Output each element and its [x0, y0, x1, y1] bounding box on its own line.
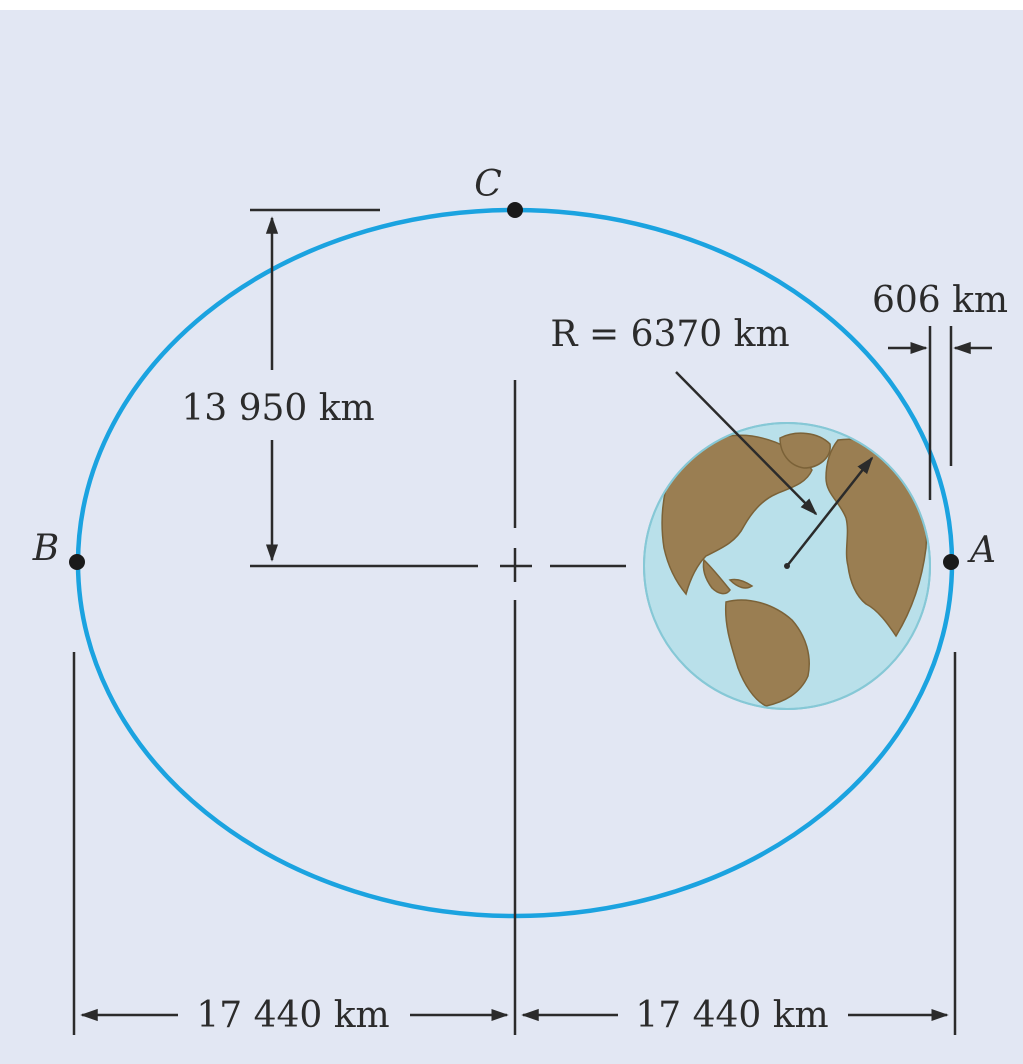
point-b-label: B — [32, 528, 59, 569]
point-b-marker — [69, 554, 85, 570]
earth-radius-leader — [675, 371, 874, 567]
earth-radius-label: R = 6370 km — [550, 314, 789, 355]
semi-minor-label: 13 950 km — [181, 388, 374, 429]
center-axis-lines — [250, 380, 626, 1035]
left-half-axis-label: 17 440 km — [196, 995, 389, 1036]
perigee-altitude-dimension — [888, 326, 992, 500]
major-axis-dimension — [72, 652, 957, 1035]
perigee-altitude-label: 606 km — [872, 280, 1008, 321]
point-c-marker — [507, 202, 523, 218]
right-half-axis-label: 17 440 km — [635, 995, 828, 1036]
point-c-label: C — [474, 164, 502, 205]
point-a-label: A — [967, 530, 996, 571]
semi-minor-dimension — [250, 208, 380, 562]
point-a-marker — [943, 554, 959, 570]
